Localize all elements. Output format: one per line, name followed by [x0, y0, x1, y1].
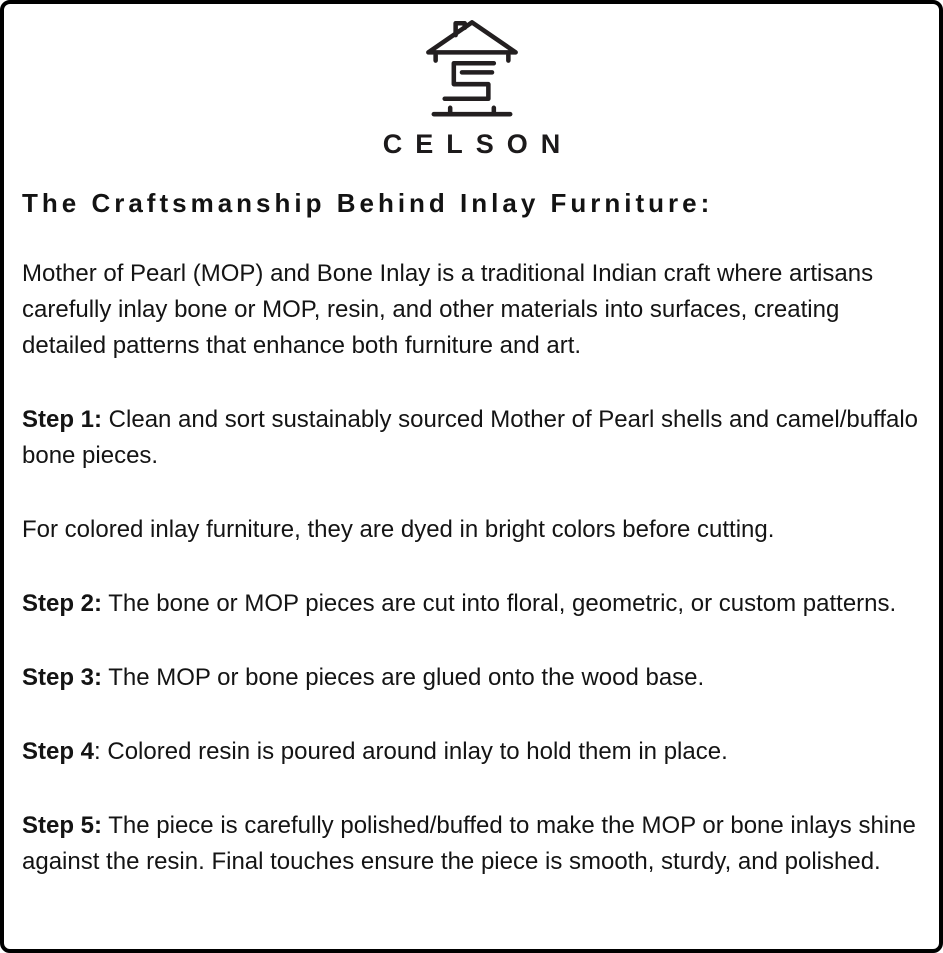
step-4-label: Step 4 — [22, 738, 95, 765]
step-2-text: The bone or MOP pieces are cut into flor… — [102, 590, 897, 617]
step-1-label: Step 1: — [22, 406, 103, 433]
brand-name: CELSON — [382, 129, 574, 159]
step-5-paragraph: Step 5: The piece is carefully polished/… — [22, 808, 921, 880]
step-5-label: Step 5: — [22, 812, 103, 839]
brand-header: CELSON — [22, 10, 921, 160]
step-3-label: Step 3: — [22, 664, 103, 691]
intro-paragraph: Mother of Pearl (MOP) and Bone Inlay is … — [22, 256, 921, 364]
paragraph-text: For colored inlay furniture, they are dy… — [22, 516, 775, 543]
colored-inlay-note: For colored inlay furniture, they are dy… — [22, 512, 921, 548]
step-3-text: The MOP or bone pieces are glued onto th… — [102, 664, 705, 691]
step-4-paragraph: Step 4: Colored resin is poured around i… — [22, 734, 921, 770]
step-1-paragraph: Step 1: Clean and sort sustainably sourc… — [22, 402, 921, 474]
step-1-text: Clean and sort sustainably sourced Mothe… — [22, 406, 919, 469]
celson-house-logo-icon — [422, 10, 522, 122]
step-5-text: The piece is carefully polished/buffed t… — [22, 812, 916, 875]
page-title: The Craftsmanship Behind Inlay Furniture… — [22, 188, 714, 218]
step-2-paragraph: Step 2: The bone or MOP pieces are cut i… — [22, 586, 921, 622]
step-3-paragraph: Step 3: The MOP or bone pieces are glued… — [22, 660, 921, 696]
step-2-label: Step 2: — [22, 590, 103, 617]
paragraph-text: Mother of Pearl (MOP) and Bone Inlay is … — [22, 260, 874, 359]
step-4-text: : Colored resin is poured around inlay t… — [94, 738, 728, 765]
